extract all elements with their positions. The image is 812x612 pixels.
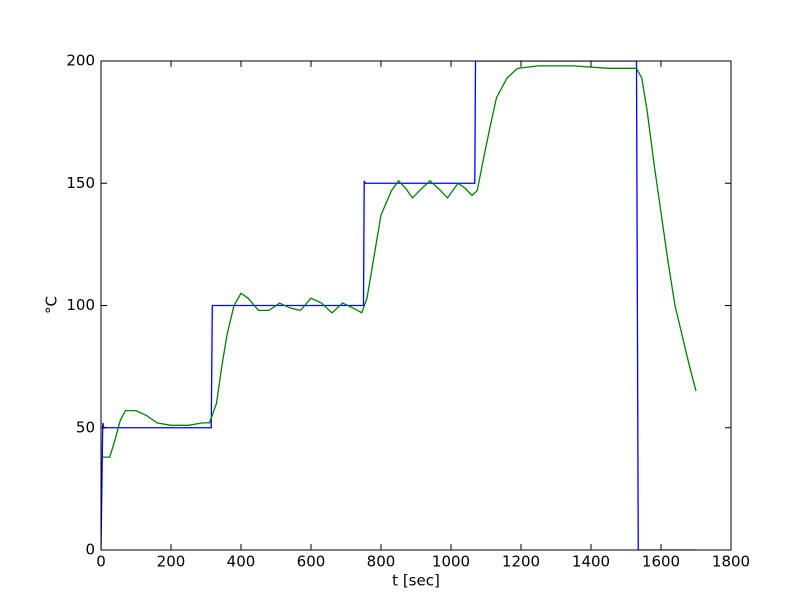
x-tick-label: 1800 — [712, 553, 750, 571]
x-axis-label: t [sec] — [392, 572, 440, 590]
y-tick-label: 50 — [76, 418, 95, 436]
y-tick-label: 200 — [66, 52, 95, 70]
x-tick-label: 1400 — [572, 553, 610, 571]
x-tick-label: 0 — [96, 553, 106, 571]
x-tick-label: 1200 — [502, 553, 540, 571]
x-tick-label: 600 — [297, 553, 326, 571]
x-tick-label: 800 — [367, 553, 396, 571]
x-tick-label: 1600 — [642, 553, 680, 571]
y-axis-label: °C — [43, 296, 61, 314]
x-tick-label: 1000 — [432, 553, 470, 571]
series-line — [102, 65, 697, 458]
y-tick-label: 0 — [85, 541, 95, 559]
x-tick-label: 400 — [227, 553, 256, 571]
x-tick-label: 200 — [157, 553, 186, 571]
y-tick-label: 150 — [66, 174, 95, 192]
y-tick-label: 100 — [66, 296, 95, 314]
